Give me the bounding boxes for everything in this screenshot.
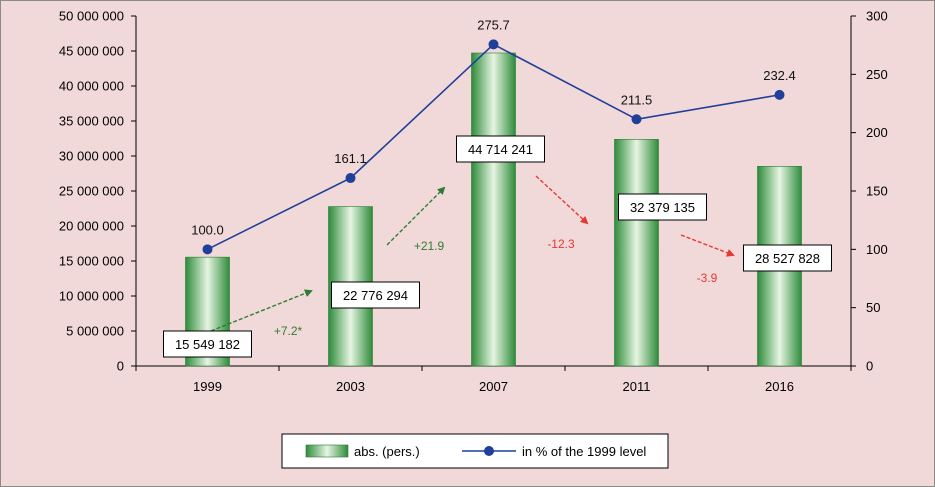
change-label: +7.2* (274, 324, 303, 338)
x-tick-label: 1999 (193, 379, 222, 394)
right-tick-label: 0 (866, 359, 873, 374)
percent-value-label: 161.1 (334, 151, 367, 166)
right-tick-label: 250 (866, 67, 888, 82)
left-tick-label: 20 000 000 (59, 219, 124, 234)
left-tick-label: 15 000 000 (59, 254, 124, 269)
left-tick-label: 40 000 000 (59, 79, 124, 94)
left-tick-label: 50 000 000 (59, 9, 124, 24)
percent-value-label: 100.0 (191, 222, 224, 237)
right-tick-label: 50 (866, 300, 880, 315)
percent-point (488, 39, 499, 50)
legend-bar-swatch (305, 444, 349, 458)
bar-value-label: 44 714 241 (468, 142, 533, 157)
change-label: -12.3 (547, 237, 575, 251)
bar-value-label: 32 379 135 (630, 200, 695, 215)
left-tick-label: 5 000 000 (66, 324, 124, 339)
percent-point (774, 89, 785, 100)
value-box (456, 135, 545, 163)
left-tick-label: 35 000 000 (59, 114, 124, 129)
change-arrow (680, 234, 735, 257)
change-label: +21.9 (414, 239, 445, 253)
percent-value-label: 232.4 (763, 68, 796, 83)
percent-point (202, 244, 213, 255)
percent-line: 100.0 161.1 275.7 211.5 232.4 (191, 17, 796, 255)
axes: 0 5 000 000 10 000 000 15 000 000 20 000 000… (59, 9, 888, 395)
percent-point (345, 173, 356, 184)
left-tick-label: 25 000 000 (59, 184, 124, 199)
left-tick-label: 30 000 000 (59, 149, 124, 164)
value-box (618, 193, 707, 221)
change-arrows: +7.2* +21.9 -12.3 -3.9 (210, 175, 735, 338)
right-tick-label: 300 (866, 9, 888, 24)
x-tick-label: 2016 (765, 379, 794, 394)
right-tick-label: 100 (866, 242, 888, 257)
bars (185, 52, 802, 367)
change-label: -3.9 (697, 271, 718, 285)
value-box (331, 281, 420, 309)
right-tick-label: 200 (866, 125, 888, 140)
left-tick-label: 10 000 000 (59, 289, 124, 304)
bar (614, 139, 659, 367)
value-boxes: 15 549 182 22 776 294 44 714 241 32 379 135… (163, 135, 832, 358)
legend-bar-label: abs. (pers.) (354, 444, 420, 459)
x-tick-label: 2011 (623, 379, 651, 394)
right-tick-label: 150 (866, 184, 888, 199)
legend-line-label: in % of the 1999 level (522, 444, 646, 459)
legend-line-marker (484, 446, 494, 456)
legend: abs. (pers.) in % of the 1999 level (281, 433, 669, 469)
x-tick-label: 2007 (479, 379, 508, 394)
bar-value-label: 28 527 828 (755, 251, 820, 266)
value-box (743, 244, 832, 272)
left-tick-label: 0 (117, 359, 124, 374)
value-box (163, 330, 252, 358)
percent-point (631, 114, 642, 125)
percent-value-label: 211.5 (621, 92, 653, 107)
x-tick-label: 2003 (336, 379, 365, 394)
bar (471, 52, 516, 367)
percent-value-label: 275.7 (477, 17, 510, 32)
bar-value-label: 22 776 294 (343, 288, 408, 303)
change-arrow (535, 175, 589, 225)
bar-value-label: 15 549 182 (175, 337, 240, 352)
change-arrow (386, 186, 446, 246)
left-tick-label: 45 000 000 (59, 44, 124, 59)
